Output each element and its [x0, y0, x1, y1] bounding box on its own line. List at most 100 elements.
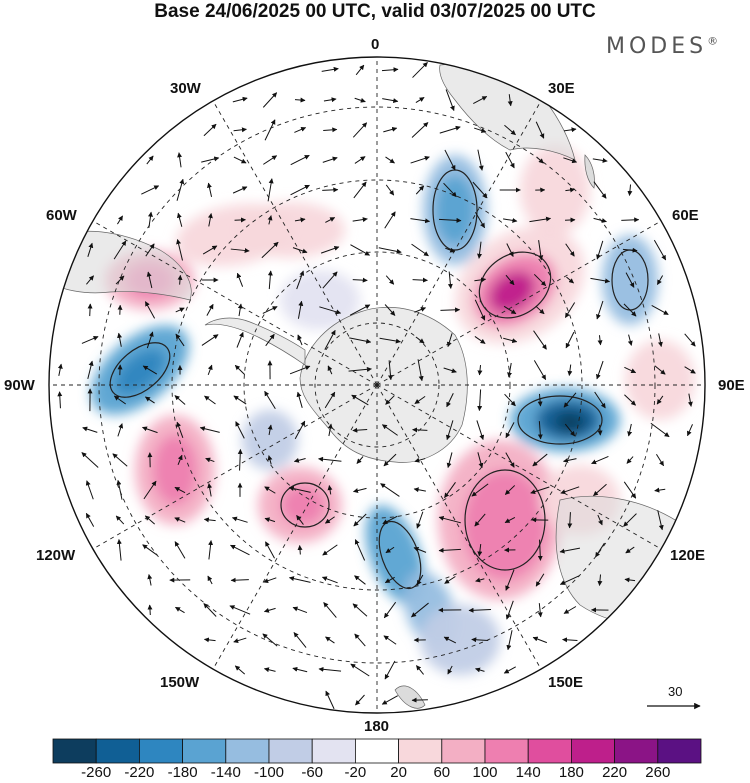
wind-arrow — [354, 97, 366, 103]
wind-arrow — [624, 366, 637, 374]
wind-arrow — [563, 458, 577, 463]
wind-arrow — [384, 211, 396, 229]
wind-arrow — [474, 277, 487, 283]
wind-arrow — [477, 543, 483, 557]
wind-arrow — [112, 453, 128, 467]
wind-arrow — [627, 184, 633, 196]
wind-arrow — [174, 517, 186, 523]
wind-arrow — [650, 422, 670, 438]
colorbar-labels: -260 -220 -180 -140 -100 -60 -20 20 60 100 140 180 2… — [0, 764, 750, 782]
meridian-line — [376, 384, 662, 550]
wind-arrow — [410, 155, 430, 164]
wind-arrow — [412, 62, 428, 78]
wind-arrow — [564, 423, 576, 437]
wind-arrow — [411, 243, 429, 257]
wind-arrow — [414, 307, 426, 313]
wind-arrow — [261, 241, 279, 259]
wind-arrow — [476, 420, 485, 441]
wind-arrow — [471, 637, 489, 643]
wind-arrow — [355, 64, 365, 76]
meridian-line — [92, 384, 378, 550]
wind-arrow — [207, 364, 213, 376]
wind-arrow — [625, 546, 635, 554]
wind-arrow — [477, 241, 483, 259]
wind-arrow — [141, 185, 160, 195]
colorbar-tick-label: -100 — [253, 764, 285, 781]
wind-arrow — [384, 576, 395, 584]
wind-arrow — [294, 97, 306, 103]
wind-arrow — [235, 421, 245, 439]
wind-arrow — [563, 127, 577, 133]
wind-arrow — [231, 516, 248, 523]
wind-arrow — [506, 243, 514, 257]
wind-arrow — [85, 480, 94, 500]
wind-arrow — [537, 603, 543, 618]
wind-arrow — [445, 89, 455, 112]
wind-arrow — [503, 337, 518, 344]
wind-arrow — [657, 333, 663, 348]
colorbar-tick-label: 100 — [472, 764, 498, 781]
wind-arrow — [565, 217, 576, 223]
wind-arrow — [625, 272, 635, 288]
wind-arrow — [262, 633, 278, 647]
wind-arrow — [529, 216, 552, 223]
colorbar-tick-label: 20 — [390, 764, 407, 781]
wind-arrow — [446, 393, 454, 408]
wind-arrow — [116, 479, 123, 500]
wind-arrow — [474, 336, 486, 344]
wind-arrow — [563, 606, 577, 614]
anomaly-region — [114, 349, 166, 395]
wind-arrow — [319, 306, 342, 315]
lon-label-0: 0 — [371, 36, 380, 53]
wind-arrow — [565, 331, 575, 349]
wind-arrow — [177, 152, 183, 168]
wind-arrow — [477, 365, 483, 376]
wind-arrow — [537, 421, 543, 440]
meridian-line — [376, 220, 662, 386]
wind-arrow — [477, 149, 484, 171]
wind-arrow — [559, 575, 580, 585]
wind-arrow — [113, 240, 127, 260]
wind-arrow — [597, 424, 603, 436]
wind-arrow — [85, 512, 95, 527]
wind-arrow — [416, 511, 424, 529]
wind-arrow — [411, 122, 429, 138]
colorbar-tick-label: -220 — [124, 764, 155, 781]
wind-arrow — [415, 96, 425, 104]
anomaly-region — [489, 271, 535, 313]
wind-arrow — [623, 303, 637, 317]
wind-arrow — [86, 275, 94, 285]
wind-arrow — [621, 217, 640, 223]
wind-arrow — [385, 184, 395, 196]
wind-arrow — [207, 575, 213, 585]
wind-arrow — [597, 514, 603, 526]
lon-label-150w: 150W — [160, 674, 200, 691]
madagascar — [584, 154, 595, 189]
wind-arrow — [477, 389, 483, 412]
wind-arrow — [143, 480, 157, 500]
wind-arrow — [234, 365, 246, 375]
lon-label-180: 180 — [364, 718, 390, 735]
wind-arrow — [263, 577, 277, 584]
wind-arrow — [115, 515, 125, 525]
wind-arrow — [292, 666, 308, 673]
wind-arrow — [292, 606, 308, 614]
wind-arrow — [538, 240, 544, 261]
wind-arrow — [505, 569, 515, 591]
wind-arrow — [147, 573, 153, 586]
colorbar-segment — [614, 738, 659, 764]
wind-arrow — [297, 300, 304, 319]
wind-arrow — [146, 271, 153, 289]
graticule — [98, 106, 656, 664]
wind-arrow — [263, 667, 276, 673]
wind-arrow — [656, 453, 664, 467]
wind-arrow — [626, 456, 634, 464]
wind-arrow — [202, 245, 218, 255]
wind-arrow — [559, 547, 581, 554]
wind-arrow — [203, 517, 216, 523]
anomaly-region — [625, 340, 695, 420]
wind-arrow — [505, 274, 515, 286]
wind-arrow — [533, 330, 547, 350]
wind-arrow — [353, 181, 367, 199]
wind-arrow — [234, 665, 246, 675]
